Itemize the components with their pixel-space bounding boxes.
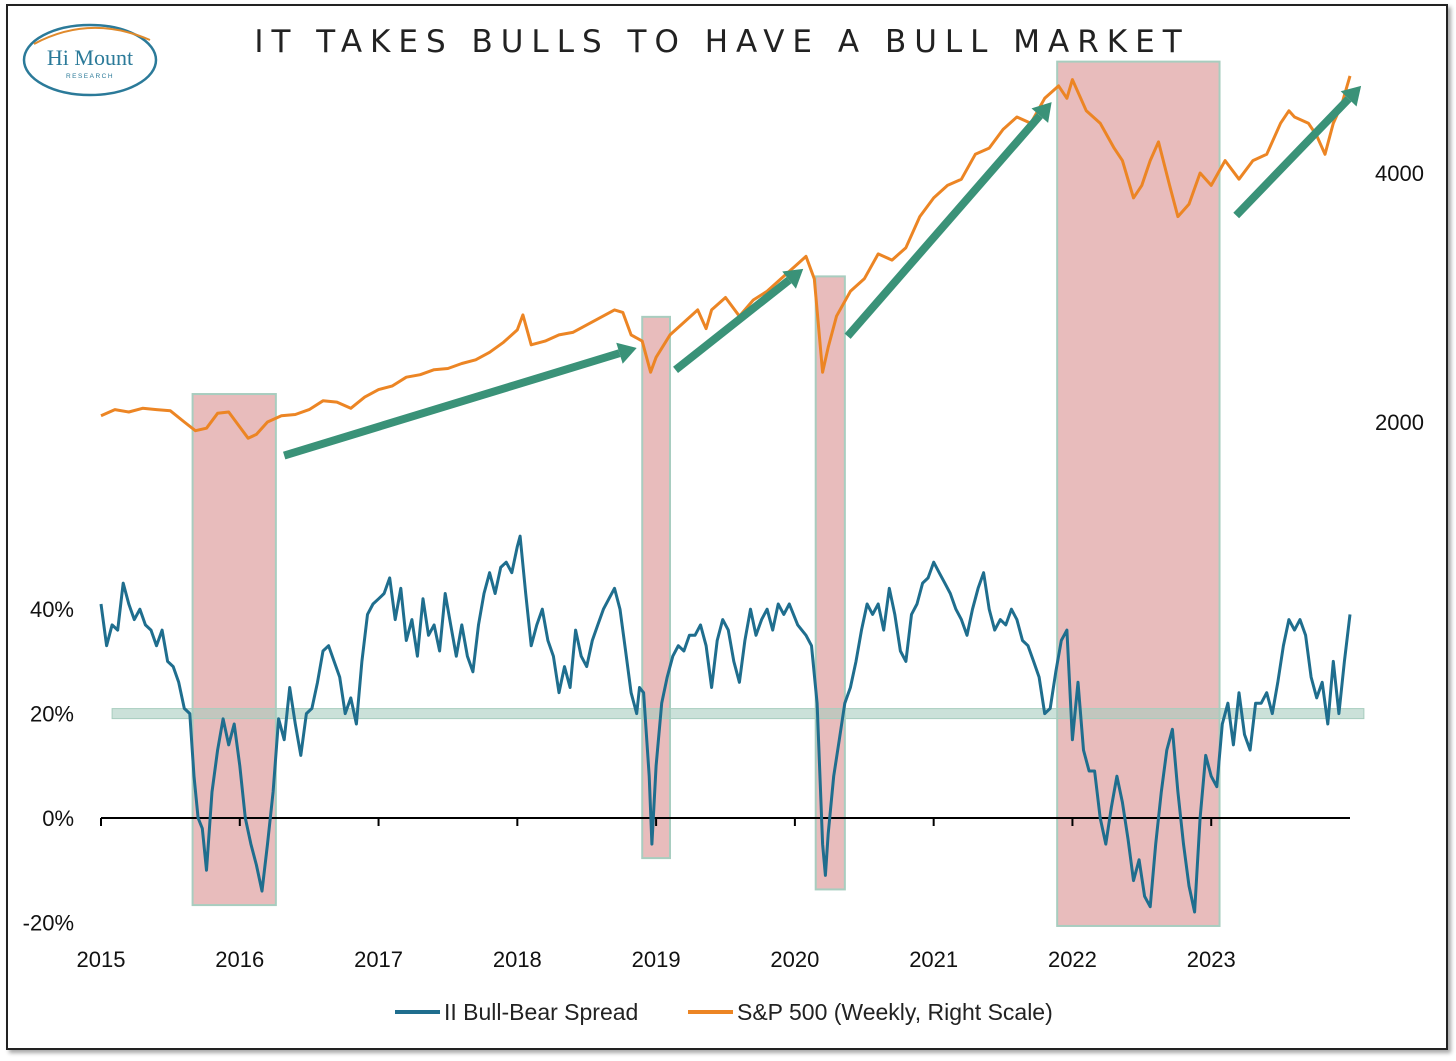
chart-title: IT TAKES BULLS TO HAVE A BULL MARKET [254, 24, 1189, 60]
shaded-periods [191, 60, 1221, 927]
trend-arrow-head-4 [1340, 85, 1362, 107]
x-tick-label-2018: 2018 [493, 947, 542, 972]
left-tick-label-1: 20% [30, 702, 74, 727]
legend: II Bull-Bear Spread S&P 500 (Weekly, Rig… [395, 999, 1053, 1025]
logo-ring [22, 23, 158, 97]
legend-label-spread: II Bull-Bear Spread [444, 999, 638, 1025]
logo-name: Hi Mount [47, 45, 133, 70]
trend-arrow-shaft-3 [844, 113, 1043, 339]
series-layer [99, 75, 1352, 914]
x-tick-label-2020: 2020 [770, 947, 819, 972]
threshold-band-layer [111, 708, 1365, 720]
logo-accent-arc [33, 27, 151, 45]
threshold-band [111, 708, 1365, 720]
series-sp500-line [100, 75, 1352, 440]
x-tick-label-2019: 2019 [632, 947, 681, 972]
x-tick-label-2017: 2017 [354, 947, 403, 972]
shaded-period-4 [1056, 60, 1221, 927]
right-tick-label-0: 4000 [1375, 161, 1424, 186]
trend-arrow-head-2 [782, 268, 804, 289]
x-tick-label-2015: 2015 [77, 947, 126, 972]
left-tick-label-2: 0% [42, 806, 74, 831]
logo-sub: RESEARCH [66, 73, 114, 80]
axes [100, 817, 1350, 826]
x-tick-label-2021: 2021 [909, 947, 958, 972]
shaded-period-1 [191, 393, 277, 907]
left-tick-label-3: -20% [23, 910, 74, 935]
logo: Hi Mount RESEARCH [22, 23, 158, 97]
series-bull-bear-spread-line [99, 534, 1352, 914]
x-tick-label-2016: 2016 [215, 947, 264, 972]
x-tick-label-2023: 2023 [1187, 947, 1236, 972]
trend-arrow-shaft-2 [673, 276, 792, 374]
right-tick-label-1: 2000 [1375, 410, 1424, 435]
trend-arrow-head-3 [1031, 102, 1052, 123]
left-tick-label-0: 40% [30, 597, 74, 622]
trend-arrow-shaft-4 [1233, 96, 1352, 219]
arrows-layer [283, 85, 1362, 460]
tick-labels: 2015 2016 2017 2018 2019 2020 2021 2022 2023 40% 2… [23, 161, 1424, 972]
x-tick-label-2022: 2022 [1048, 947, 1097, 972]
legend-label-sp500: S&P 500 (Weekly, Right Scale) [737, 999, 1053, 1025]
trend-arrow-head-1 [616, 342, 637, 364]
trend-arrow-shaft-1 [283, 349, 621, 460]
